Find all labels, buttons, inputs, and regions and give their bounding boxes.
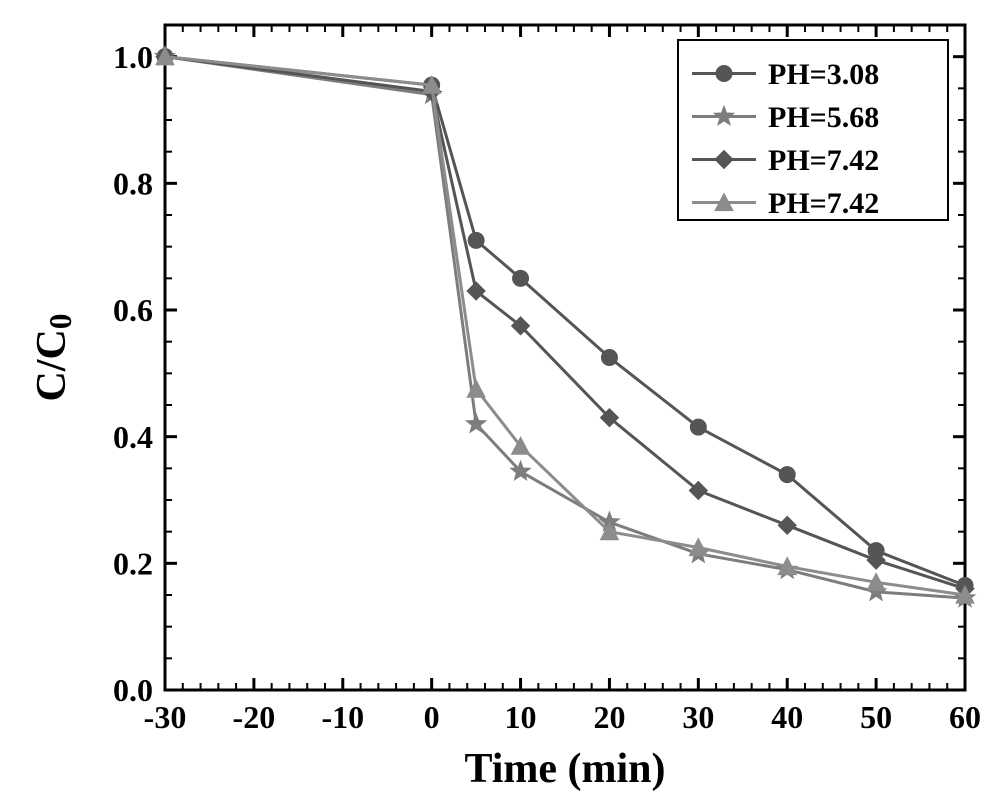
chart-container: -30-20-100102030405060Time (min)0.00.20.… <box>0 0 1000 811</box>
y-tick-label: 0.8 <box>113 166 153 202</box>
x-tick-label: 60 <box>949 699 981 735</box>
x-tick-label: 40 <box>771 699 803 735</box>
x-tick-label: -10 <box>321 699 364 735</box>
line-chart: -30-20-100102030405060Time (min)0.00.20.… <box>0 0 1000 811</box>
y-tick-label: 0.0 <box>113 672 153 708</box>
x-tick-label: -20 <box>233 699 276 735</box>
y-tick-label: 0.4 <box>113 419 153 455</box>
x-tick-label: 0 <box>424 699 440 735</box>
x-axis-title: Time (min) <box>464 746 665 792</box>
x-tick-label: 10 <box>505 699 537 735</box>
x-tick-label: 20 <box>593 699 625 735</box>
x-tick-label: 50 <box>860 699 892 735</box>
y-tick-label: 1.0 <box>113 39 153 75</box>
legend-label: PH=5.68 <box>768 101 879 134</box>
legend-label: PH=7.42 <box>768 187 879 220</box>
x-tick-label: 30 <box>682 699 714 735</box>
legend-label: PH=7.42 <box>768 144 879 177</box>
legend-label: PH=3.08 <box>768 58 879 91</box>
y-tick-label: 0.2 <box>113 546 153 582</box>
y-tick-label: 0.6 <box>113 292 153 328</box>
